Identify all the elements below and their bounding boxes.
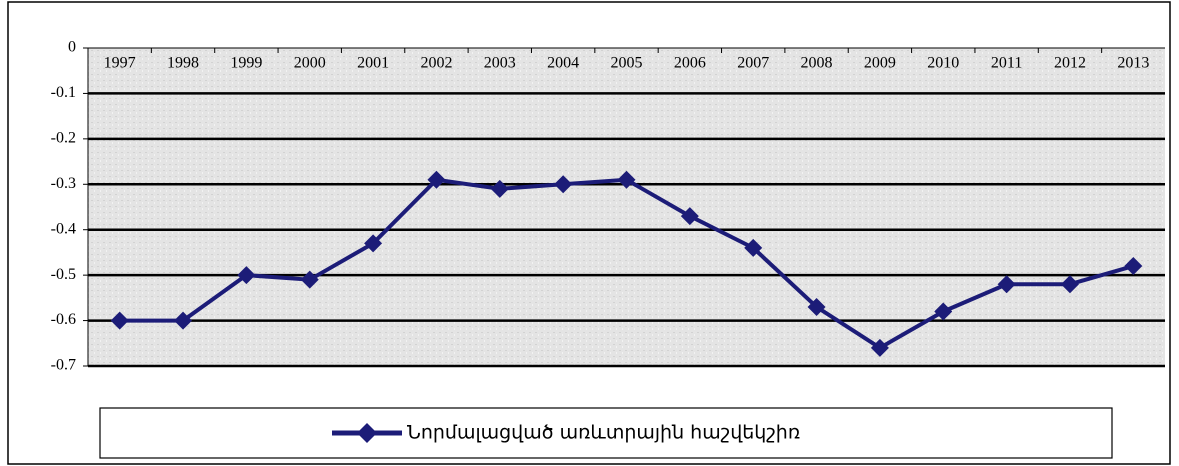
y-tick-label: -0.4 (51, 220, 76, 237)
x-tick-label: 2010 (927, 55, 959, 72)
x-tick-label: 2009 (864, 55, 896, 72)
legend-label: Նորմալացված առևտրային հաշվեկշիռ (407, 422, 800, 444)
x-tick-label: 2012 (1054, 55, 1086, 72)
x-tick-label: 2002 (420, 55, 452, 72)
x-tick-label: 2007 (737, 55, 769, 72)
x-tick-label: 2006 (674, 55, 706, 72)
y-tick-label: -0.7 (51, 357, 76, 374)
x-tick-label: 2004 (547, 55, 579, 72)
plot-area (88, 48, 1165, 366)
marker (554, 175, 573, 194)
x-tick-label: 2011 (991, 55, 1022, 72)
marker (617, 170, 636, 189)
y-tick-label: 0 (68, 39, 76, 56)
y-tick-label: -0.5 (51, 266, 76, 283)
x-tick-label: 1997 (104, 55, 136, 72)
legend-box (99, 407, 1113, 459)
legend-marker (357, 423, 377, 443)
marker (744, 238, 763, 257)
x-tick-label: 2005 (611, 55, 643, 72)
marker (237, 266, 256, 285)
marker (300, 270, 319, 289)
x-tick-label: 2008 (801, 55, 833, 72)
x-tick-label: 2003 (484, 55, 516, 72)
marker (997, 275, 1016, 294)
y-tick-label: -0.3 (51, 175, 76, 192)
y-tick-label: -0.2 (51, 130, 76, 147)
marker (807, 297, 826, 316)
y-tick-label: -0.6 (51, 311, 76, 328)
x-tick-label: 2013 (1117, 55, 1149, 72)
y-tick-label: -0.1 (51, 84, 76, 101)
x-tick-label: 1998 (167, 55, 199, 72)
marker (490, 179, 509, 198)
x-tick-label: 1999 (230, 55, 262, 72)
x-tick-label: 2001 (357, 55, 389, 72)
marker (1124, 257, 1143, 276)
marker (1060, 275, 1079, 294)
marker (680, 207, 699, 226)
marker (174, 311, 193, 330)
marker (364, 234, 383, 253)
marker (427, 170, 446, 189)
marker (870, 338, 889, 357)
x-tick-label: 2000 (294, 55, 326, 72)
marker (934, 302, 953, 321)
marker (110, 311, 129, 330)
